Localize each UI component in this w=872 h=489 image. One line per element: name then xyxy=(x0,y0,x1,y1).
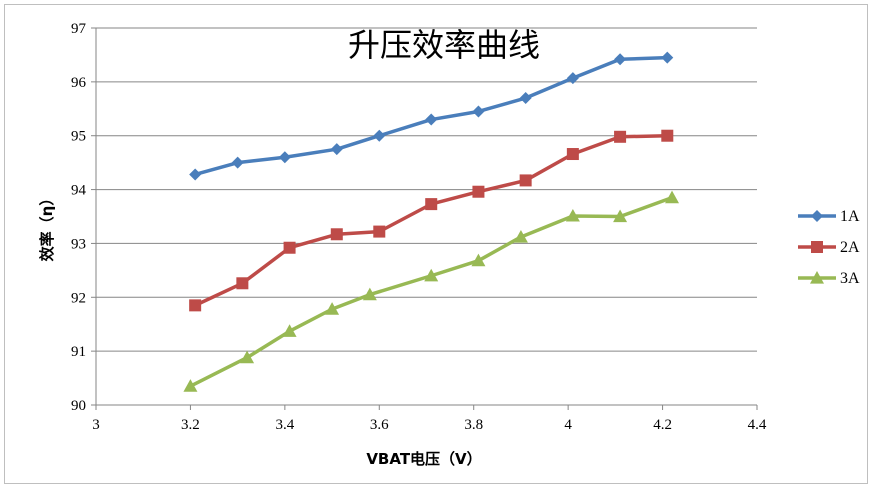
data-point-2A xyxy=(330,228,343,241)
axes: 90 91 92 93 94 95 96 97 3 3.2 3.4 3.6 3.8 4 4.2 4.4 xyxy=(71,21,767,433)
data-point-3A xyxy=(565,208,580,222)
data-point-3A xyxy=(665,190,680,204)
x-tick-label: 3.4 xyxy=(275,417,294,433)
data-point-1A xyxy=(373,129,386,142)
data-point-2A xyxy=(566,148,579,161)
y-tick-label: 94 xyxy=(71,183,87,199)
data-point-1A xyxy=(519,92,532,105)
data-point-1A xyxy=(425,113,438,126)
data-point-1A xyxy=(330,143,343,156)
chart-frame xyxy=(4,4,868,484)
legend-label-2A: 2A xyxy=(840,239,860,256)
y-tick-label: 95 xyxy=(71,129,86,145)
legend-marker-2A xyxy=(811,241,823,253)
chart-title: 升压效率曲线 xyxy=(348,26,540,64)
series-lines xyxy=(183,51,680,392)
data-point-1A xyxy=(661,51,674,64)
data-point-3A xyxy=(325,302,340,315)
data-point-3A xyxy=(513,229,528,243)
data-point-3A xyxy=(471,253,486,267)
data-point-3A xyxy=(613,209,628,223)
legend-marker-1A xyxy=(811,210,823,222)
series-line-3A xyxy=(189,196,673,388)
data-point-2A xyxy=(189,299,202,312)
series-1A xyxy=(189,51,674,181)
data-point-2A xyxy=(661,129,674,142)
data-point-2A xyxy=(236,277,249,290)
data-point-1A xyxy=(189,168,202,181)
data-point-3A xyxy=(240,350,255,364)
x-tick-label: 4.4 xyxy=(748,417,767,433)
x-axis-label: VBAT电压（V） xyxy=(366,450,481,468)
data-point-2A xyxy=(283,241,296,254)
x-tick-label: 4 xyxy=(564,417,572,433)
x-tick-label: 3.6 xyxy=(370,417,389,433)
data-point-1A xyxy=(231,156,244,169)
y-tick-label: 91 xyxy=(71,344,86,360)
y-tick-label: 93 xyxy=(71,236,86,252)
legend-label-3A: 3A xyxy=(840,270,860,287)
legend-marker-3A xyxy=(810,271,824,284)
x-tick-label: 4.2 xyxy=(653,417,672,433)
data-point-1A xyxy=(472,105,485,118)
data-point-1A xyxy=(566,72,579,85)
y-tick-label: 96 xyxy=(71,75,87,91)
data-point-1A xyxy=(614,53,627,66)
data-point-2A xyxy=(472,185,485,198)
data-point-2A xyxy=(373,225,386,238)
y-tick-label: 92 xyxy=(71,290,86,306)
legend-entry-2A: 2A xyxy=(798,239,860,256)
legend-entry-1A: 1A xyxy=(798,208,860,225)
y-tick-label: 90 xyxy=(71,398,86,414)
y-axis-label: 效率（η） xyxy=(38,191,56,262)
series-2A xyxy=(189,129,674,312)
data-point-1A xyxy=(278,151,291,164)
data-point-3A xyxy=(362,287,377,301)
data-point-3A xyxy=(282,324,297,337)
legend-entry-3A: 3A xyxy=(798,270,860,287)
y-tick-label: 97 xyxy=(71,21,87,37)
data-point-2A xyxy=(614,130,627,143)
data-point-2A xyxy=(519,174,532,187)
x-tick-label: 3.2 xyxy=(181,417,200,433)
legend: 1A 2A 3A xyxy=(798,208,860,287)
x-tick-label: 3 xyxy=(92,417,100,433)
data-point-2A xyxy=(425,198,438,211)
series-3A xyxy=(183,190,680,392)
data-point-3A xyxy=(424,268,439,282)
data-point-3A xyxy=(183,379,198,392)
legend-label-1A: 1A xyxy=(840,208,860,225)
x-tick-label: 3.8 xyxy=(464,417,483,433)
